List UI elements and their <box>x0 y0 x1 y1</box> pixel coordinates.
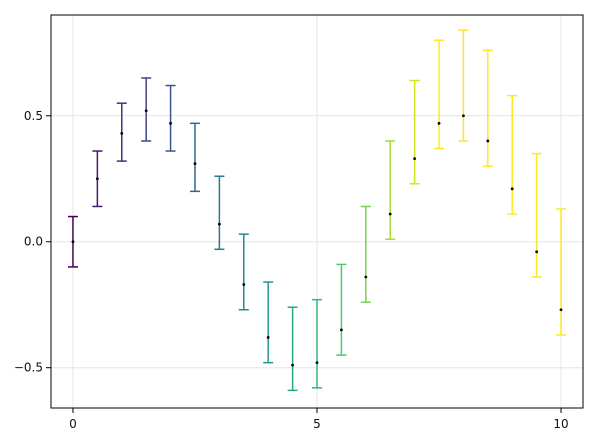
data-point <box>437 121 441 125</box>
data-point <box>266 336 270 339</box>
x-tick-label: 0 <box>69 417 77 431</box>
x-tick-label: 5 <box>313 417 321 431</box>
error-bar <box>165 84 176 152</box>
data-point <box>364 275 368 279</box>
error-bar <box>531 152 542 278</box>
y-axis-ticks: −0.5 0.0 0.5 <box>14 109 51 375</box>
data-point <box>217 222 221 226</box>
error-bar <box>336 263 347 356</box>
data-point <box>291 363 294 367</box>
error-bar <box>238 233 249 311</box>
data-point <box>71 240 75 244</box>
data-points <box>71 109 563 367</box>
error-bar <box>385 140 396 240</box>
error-bar <box>409 79 420 185</box>
error-bar <box>287 306 298 392</box>
y-tick-label: 0.5 <box>24 109 43 123</box>
data-point <box>559 308 563 312</box>
error-bar <box>189 122 200 193</box>
data-point <box>169 121 172 125</box>
data-point <box>193 162 197 166</box>
y-tick-label: 0.0 <box>24 235 43 249</box>
x-tick-label: 10 <box>553 417 568 431</box>
data-point <box>242 283 246 286</box>
data-point <box>535 250 539 254</box>
data-point <box>462 114 465 118</box>
error-bar <box>312 298 322 389</box>
error-bar <box>214 175 225 251</box>
data-point <box>413 157 417 160</box>
error-bar <box>507 94 518 215</box>
error-bar <box>263 281 274 364</box>
data-point <box>95 177 99 181</box>
error-bar <box>556 208 567 336</box>
error-bar <box>360 205 371 303</box>
data-point <box>120 132 124 135</box>
data-point <box>388 212 392 216</box>
error-bar <box>458 29 469 142</box>
data-point <box>510 187 514 191</box>
x-axis-ticks: 0 5 10 <box>69 408 569 431</box>
data-point <box>340 328 343 332</box>
data-point <box>315 361 319 365</box>
data-point <box>486 139 490 143</box>
y-tick-label: −0.5 <box>14 361 43 375</box>
error-bar <box>482 49 493 167</box>
data-point <box>144 109 148 113</box>
error-bar <box>434 39 445 150</box>
